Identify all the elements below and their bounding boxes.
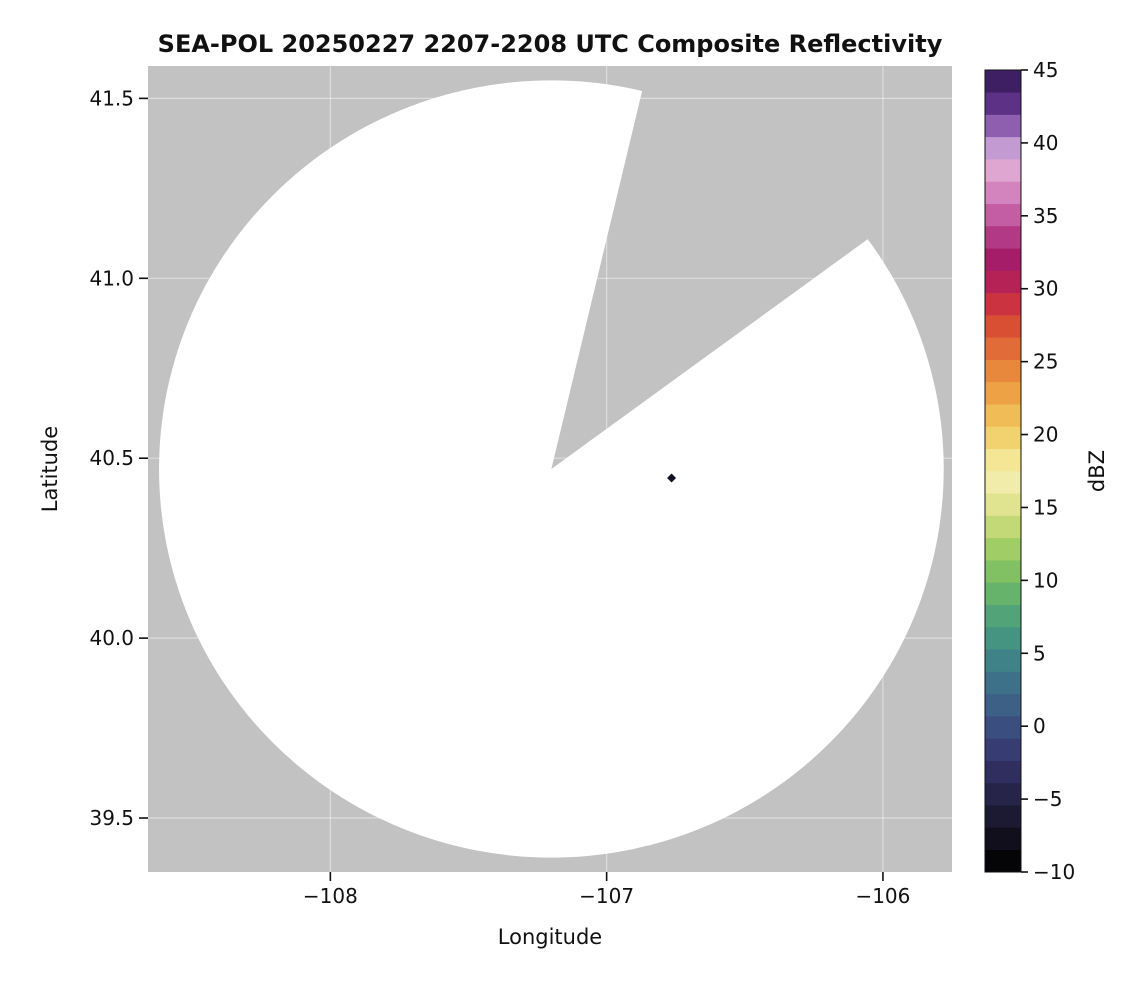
colorbar-band [985,448,1021,472]
colorbar-tick-label: 5 [1033,641,1046,665]
colorbar-band [985,181,1021,204]
y-tick-label: 39.5 [89,806,134,830]
colorbar-band [985,136,1021,160]
colorbar-band [985,337,1021,360]
echo-point [667,473,677,483]
colorbar-band [985,426,1021,450]
colorbar-band [985,738,1021,761]
colorbar-band [985,515,1021,539]
colorbar-band [985,270,1021,294]
colorbar-band [985,626,1021,650]
colorbar-band [985,760,1021,784]
y-tick-label: 40.0 [89,626,134,650]
colorbar-tick-label: 35 [1033,204,1058,228]
x-tick-label: −108 [303,884,358,908]
colorbar-band [985,403,1021,427]
colorbar-tick-label: 45 [1033,58,1058,82]
colorbar-band [985,381,1021,405]
colorbar-band [985,782,1021,806]
colorbar-tick-label: 20 [1033,423,1058,447]
colorbar-band [985,203,1021,227]
colorbar-band [985,671,1021,695]
colorbar-band [985,582,1021,605]
colorbar-band [985,292,1021,316]
colorbar-outline [984,69,1022,873]
colorbar-band [985,91,1021,115]
colorbar-band [985,158,1021,182]
colorbar-tick-label: −5 [1033,787,1062,811]
colorbar-band [985,69,1021,93]
blocked-sector-wedge [551,66,952,469]
colorbar-band [985,648,1021,672]
y-axis-label: Latitude [38,426,62,512]
y-tick-label: 40.5 [89,446,134,470]
colorbar-tick-label: 25 [1033,350,1058,374]
x-tick-label: −106 [855,884,910,908]
colorbar-band [985,604,1021,628]
colorbar-tick-label: 15 [1033,495,1058,519]
colorbar-tick-label: 0 [1033,714,1046,738]
colorbar-tick-label: 40 [1033,131,1058,155]
colorbar-band [985,359,1021,383]
colorbar-band [985,693,1021,717]
colorbar-band [985,715,1021,739]
y-tick-label: 41.5 [89,86,134,110]
colorbar-band [985,225,1021,249]
colorbar-band [985,247,1021,271]
chart-title: SEA-POL 20250227 2207-2208 UTC Composite… [158,30,943,58]
colorbar-tick-label: −10 [1033,860,1075,884]
x-axis-label: Longitude [498,925,602,949]
colorbar-tick-label: 30 [1033,277,1058,301]
colorbar-band [985,559,1021,583]
colorbar-band [985,492,1021,516]
colorbar-band [985,827,1021,851]
colorbar-band [985,849,1021,873]
colorbar-tick-label: 10 [1033,568,1058,592]
colorbar-band [985,804,1021,828]
colorbar-band [985,114,1021,138]
colorbar-band [985,314,1021,338]
colorbar-band [985,470,1021,494]
colorbar-band [985,537,1021,561]
colorbar-label: dBZ [1085,450,1109,492]
x-tick-label: −107 [579,884,634,908]
plot-area [148,66,952,872]
y-tick-label: 41.0 [89,266,134,290]
colorbar: −10 −5 0 5 10 15 20 25 30 35 40 45 [984,58,1075,884]
axes-layer: −108 −107 −106 39.5 40.0 40.5 41.0 41.5 [89,86,910,908]
